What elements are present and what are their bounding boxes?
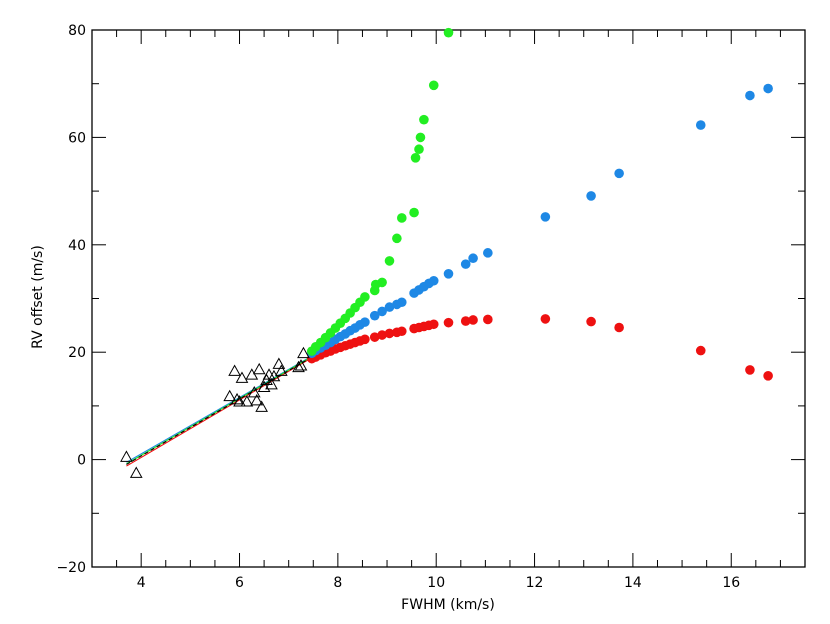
data-point-red (360, 334, 370, 345)
data-point-triangle (265, 377, 278, 390)
data-point-red (369, 332, 380, 342)
data-point-green (396, 213, 407, 223)
x-tick-label: 10 (427, 575, 445, 591)
x-tick-label: 4 (137, 575, 146, 591)
y-tick-label: 40 (68, 238, 86, 254)
data-point-red (540, 314, 551, 324)
data-point-triangle (272, 357, 286, 369)
data-point-triangle (240, 395, 254, 407)
data-point-blue (443, 268, 454, 279)
data-point-red (586, 316, 596, 327)
data-points (120, 27, 773, 478)
data-point-red (396, 326, 407, 337)
y-axis-label: RV offset (m/s) (30, 245, 46, 349)
data-point-red (428, 319, 439, 330)
data-point-red (460, 316, 471, 326)
x-tick-label: 8 (333, 575, 342, 591)
data-point-green (392, 233, 402, 244)
data-point-green (428, 80, 439, 91)
data-point-blue (695, 120, 706, 130)
data-point-blue (745, 90, 755, 101)
data-point-red (384, 328, 395, 339)
y-tick-label: 60 (68, 130, 86, 146)
data-point-blue (763, 83, 773, 94)
data-point-triangle (230, 392, 244, 405)
data-point-green (419, 114, 429, 125)
axes: 4 6 8 10 12 14 16 −20 0 20 40 60 80 (56, 23, 806, 591)
data-point-red (614, 322, 624, 333)
data-point-blue (586, 191, 596, 201)
data-point-blue (384, 302, 395, 312)
fit-line-blue (126, 357, 309, 463)
data-point-red (377, 330, 387, 340)
data-point-blue (360, 317, 370, 327)
data-point-triangle (292, 360, 305, 373)
data-point-blue (377, 306, 387, 317)
data-point-blue (614, 168, 624, 179)
x-tick-label: 12 (526, 575, 544, 591)
data-point-green (410, 153, 421, 163)
data-point-red (468, 315, 478, 325)
x-tick-label: 16 (722, 575, 740, 591)
data-point-triangle (223, 389, 237, 402)
data-point-triangle (235, 371, 249, 383)
y-tick-label: 20 (68, 345, 86, 361)
data-point-triangle (252, 362, 266, 375)
data-point-blue (468, 253, 478, 264)
y-tick-label: −20 (56, 560, 86, 576)
data-point-triangle (120, 450, 133, 462)
plot-frame (91, 29, 806, 568)
data-point-blue (428, 275, 439, 286)
y-tick-label: 80 (68, 23, 86, 39)
data-point-triangle (250, 394, 264, 406)
data-point-triangle (228, 364, 241, 376)
data-point-triangle (247, 385, 261, 398)
data-point-green (443, 27, 454, 38)
axis-labels: FWHM (km/s) RV offset (m/s) (30, 245, 495, 613)
data-point-blue (396, 297, 407, 308)
x-axis-label: FWHM (km/s) (401, 597, 495, 613)
data-point-green (415, 132, 426, 143)
fit-line-black (126, 358, 309, 465)
data-point-triangle (129, 466, 143, 478)
data-point-triangle (233, 395, 246, 407)
x-tick-label: 6 (235, 575, 244, 591)
data-point-red (483, 314, 493, 325)
data-point-red (763, 371, 773, 381)
data-point-blue (540, 212, 551, 222)
fit-lines (126, 357, 309, 467)
data-point-triangle (297, 346, 310, 359)
data-point-green (409, 207, 419, 218)
data-point-blue (369, 310, 380, 321)
x-tick-label: 14 (624, 575, 642, 591)
data-point-green (360, 292, 370, 302)
data-point-triangle (274, 364, 288, 376)
data-point-triangle (255, 400, 268, 412)
data-point-red (695, 345, 706, 356)
data-point-triangle (294, 359, 308, 371)
data-point-green (377, 277, 387, 288)
data-point-red (745, 365, 755, 375)
data-point-green (384, 256, 395, 266)
data-point-blue (460, 259, 471, 269)
data-point-green (414, 144, 424, 155)
data-point-red (443, 317, 454, 328)
y-tick-label: 0 (77, 453, 86, 469)
data-point-blue (483, 248, 493, 258)
